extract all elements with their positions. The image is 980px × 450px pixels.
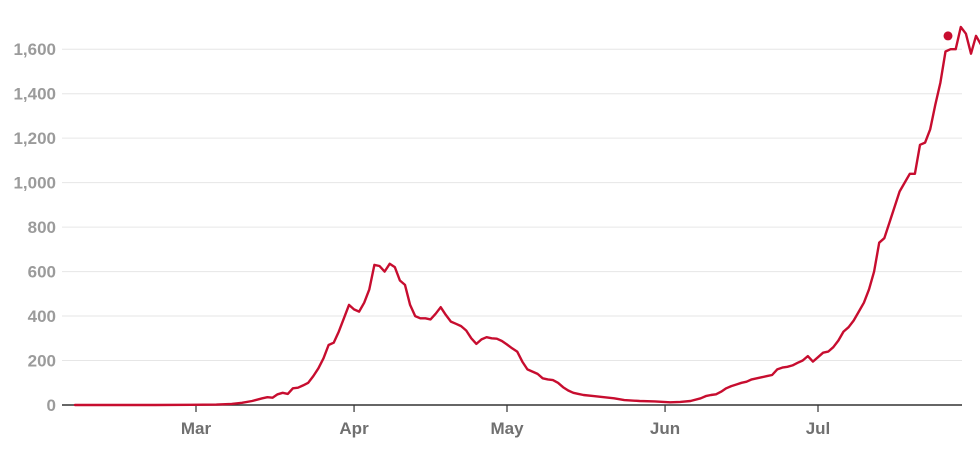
x-tick-label-apr: Apr [339, 419, 369, 438]
x-tick-label-may: May [490, 419, 524, 438]
series-line-0 [73, 25, 980, 407]
y-tick-label: 1,400 [13, 85, 56, 104]
y-tick-label: 1,000 [13, 174, 56, 193]
x-tick-label-jul: Jul [806, 419, 831, 438]
x-tick-label-mar: Mar [181, 419, 212, 438]
series-layer [73, 25, 980, 407]
gridlines [62, 48, 962, 362]
y-axis-tick-labels: 0 200 400 600 800 1,000 1,200 1,400 1,600 [13, 40, 56, 415]
y-tick-label: 1,600 [13, 40, 56, 59]
x-axis-ticks: Mar Apr May Jun Jul [181, 405, 830, 438]
x-tick-label-jun: Jun [650, 419, 680, 438]
y-tick-label: 200 [28, 352, 56, 371]
y-tick-label: 1,200 [13, 129, 56, 148]
y-tick-label: 0 [47, 396, 56, 415]
series-end-point [943, 31, 953, 41]
y-tick-label: 400 [28, 307, 56, 326]
y-tick-label: 800 [28, 218, 56, 237]
y-tick-label: 600 [28, 263, 56, 282]
